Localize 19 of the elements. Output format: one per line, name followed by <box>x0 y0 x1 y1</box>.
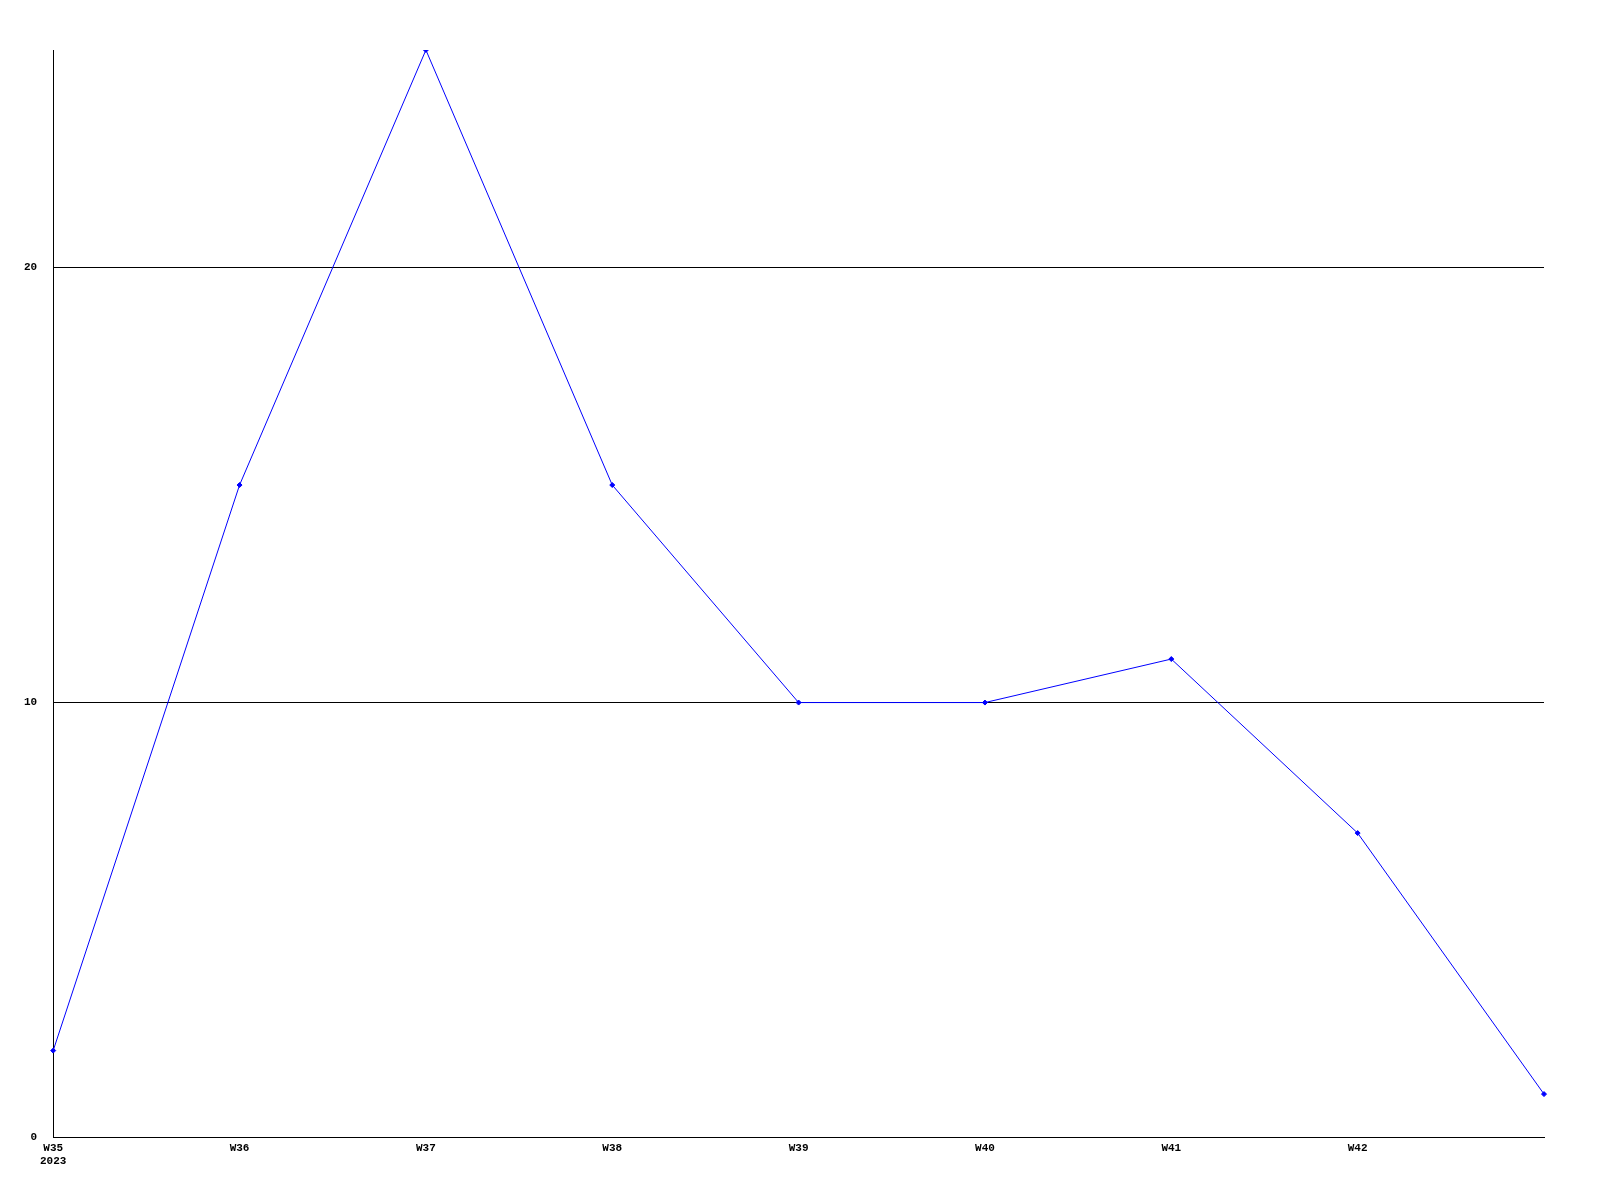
y-tick-label: 10 <box>24 696 38 709</box>
x-tick-label: W42 <box>1347 1141 1368 1154</box>
point <box>795 699 802 706</box>
x-tick-label: W36 <box>229 1141 250 1154</box>
point <box>1541 1091 1547 1098</box>
point <box>50 1047 57 1054</box>
x-tick-label: W39 <box>788 1141 809 1154</box>
x-tick-label: W35 2023 <box>40 1141 67 1168</box>
x-tick-label: W37 <box>416 1141 436 1154</box>
y-tick-label: 20 <box>24 261 38 274</box>
x-tick-label: W38 <box>602 1141 623 1154</box>
x-tick-label: W40 <box>975 1141 995 1154</box>
point <box>981 699 988 706</box>
point <box>236 482 243 489</box>
point <box>1168 656 1175 663</box>
point <box>1354 830 1361 837</box>
y-tick-label: 0 <box>30 1131 38 1144</box>
x-tick-label: W41 <box>1161 1141 1182 1154</box>
point <box>609 482 616 489</box>
